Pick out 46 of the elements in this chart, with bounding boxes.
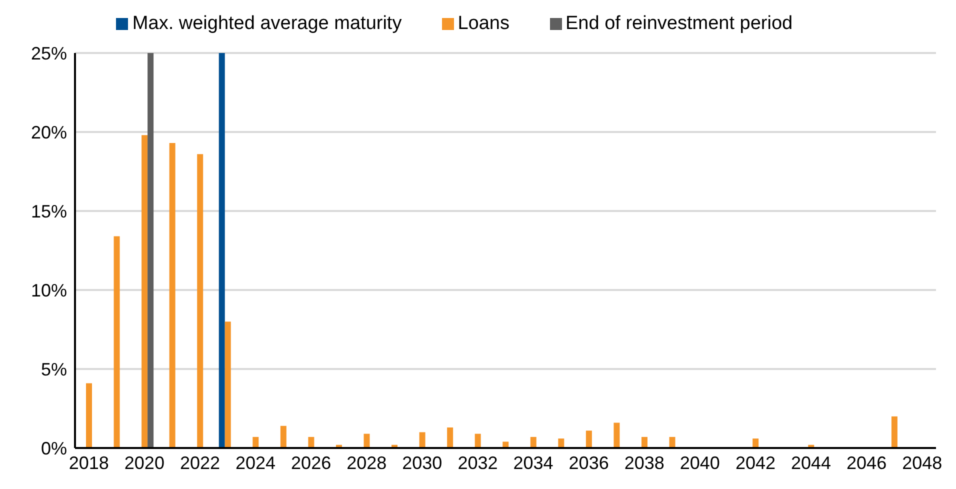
bar	[586, 430, 592, 448]
y-tick-label: 10%	[30, 280, 67, 300]
bar	[224, 322, 231, 448]
x-tick-label: 2022	[180, 452, 220, 473]
legend-label: Max. weighted average maturity	[132, 13, 402, 34]
x-tick-label: 2048	[902, 452, 942, 473]
bar	[474, 434, 481, 448]
x-tick-label: 2028	[346, 452, 387, 473]
x-tick-label: 2032	[458, 452, 498, 473]
bar	[614, 422, 620, 448]
x-tick-label: 2040	[680, 452, 720, 473]
y-tick-label: 5%	[40, 359, 67, 380]
bar	[308, 436, 314, 448]
bar	[280, 426, 286, 448]
bar	[86, 383, 92, 448]
bar	[641, 436, 648, 448]
x-tick-label: 2038	[624, 452, 664, 473]
x-tick-label: 2042	[735, 452, 776, 473]
bar	[447, 427, 454, 448]
y-tick-label: 0%	[40, 438, 67, 458]
bar	[114, 236, 120, 448]
bar	[891, 416, 898, 448]
bar	[669, 436, 676, 448]
x-tick-label: 2044	[790, 452, 832, 473]
x-tick-label: 2030	[402, 452, 442, 473]
bar	[252, 436, 259, 448]
x-tick-label: 2026	[291, 452, 332, 473]
x-tick-label: 2020	[124, 452, 164, 473]
y-tick-label: 15%	[30, 201, 67, 222]
bar	[197, 154, 204, 448]
x-tick-label: 2036	[568, 452, 609, 473]
bar	[364, 434, 370, 448]
legend-label: Loans	[458, 13, 510, 34]
bar	[530, 436, 536, 448]
x-tick-label: 2024	[236, 452, 276, 473]
bar	[218, 53, 225, 448]
legend-label: End of reinvestment period	[566, 13, 793, 34]
bar	[142, 135, 148, 448]
x-tick-label: 2046	[846, 452, 887, 473]
x-tick-label: 2034	[513, 452, 554, 473]
y-tick-label: 20%	[30, 122, 67, 142]
bar	[148, 53, 154, 448]
x-tick-label: 2018	[68, 452, 109, 473]
bar	[419, 432, 426, 448]
y-tick-label: 25%	[30, 43, 67, 64]
bar	[169, 143, 176, 448]
